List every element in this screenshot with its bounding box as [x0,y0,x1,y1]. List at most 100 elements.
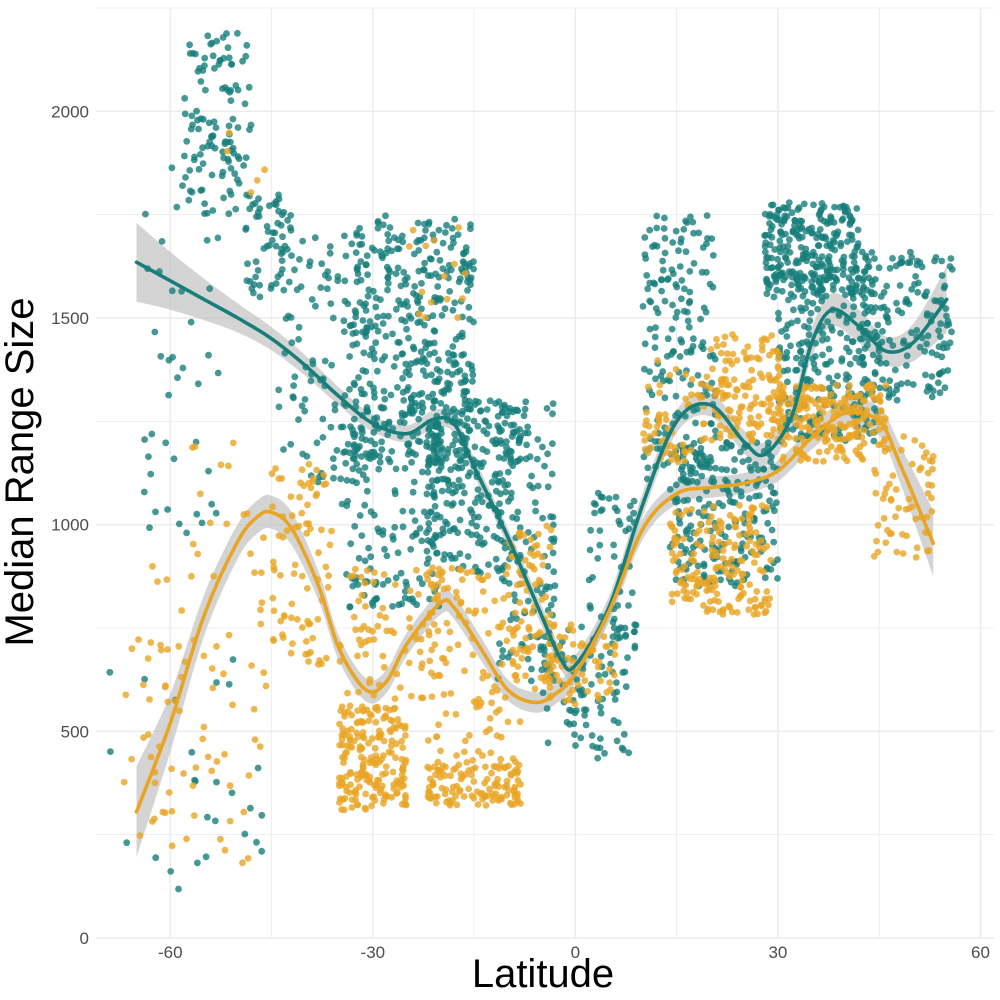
scatter-point-orange [165,789,173,796]
scatter-point-orange [687,595,695,603]
scatter-point-teal [424,468,432,476]
scatter-point-teal [712,464,719,472]
scatter-point-orange [457,598,465,606]
scatter-point-teal [357,386,365,393]
scatter-point-orange [852,433,860,441]
scatter-point-teal [871,369,879,376]
scatter-point-orange [700,420,707,428]
scatter-point-teal [787,342,794,350]
scatter-point-orange [436,672,444,680]
scatter-point-teal [607,660,614,668]
scatter-point-teal [451,299,459,307]
scatter-point-orange [780,383,787,391]
scatter-point-teal [241,100,249,108]
scatter-point-teal [465,262,473,270]
scatter-point-orange [893,548,901,556]
scatter-point-orange [610,671,618,679]
scatter-point-teal [931,257,938,265]
scatter-point-orange [270,563,278,571]
scatter-point-teal [847,218,855,225]
scatter-point-orange [428,669,435,677]
scatter-point-teal [539,689,547,697]
scatter-point-teal [423,490,431,498]
scatter-point-orange [748,504,756,511]
scatter-point-orange [289,640,296,647]
scatter-point-teal [416,575,423,582]
scatter-point-teal [344,440,352,448]
scatter-point-teal [449,343,457,350]
scatter-point-teal [400,268,408,276]
scatter-point-orange [461,667,468,675]
scatter-point-orange [243,510,251,517]
scatter-point-orange [422,242,430,250]
scatter-point-orange [882,381,890,389]
scatter-point-teal [563,718,571,726]
scatter-point-teal [775,315,783,323]
scatter-point-teal [543,705,551,712]
scatter-point-teal [870,437,878,445]
scatter-point-teal [827,358,835,365]
scatter-point-orange [846,393,854,401]
scatter-point-teal [174,374,181,382]
scatter-point-teal [693,457,701,464]
scatter-point-orange [654,357,661,364]
scatter-point-orange [509,646,517,654]
scatter-point-orange [497,733,505,741]
scatter-point-teal [762,248,769,256]
scatter-point-teal [504,481,512,488]
scatter-point-teal [700,560,708,568]
scatter-point-teal [904,379,911,387]
scatter-point-orange [756,566,764,574]
scatter-point-orange [287,493,295,501]
scatter-point-teal [263,223,271,230]
scatter-point-teal [533,586,541,594]
scatter-point-teal [252,273,259,281]
scatter-point-teal [848,278,856,285]
scatter-point-teal [272,280,280,287]
scatter-point-teal [397,301,404,308]
scatter-point-orange [725,602,733,610]
scatter-point-orange [382,793,390,800]
scatter-point-teal [842,291,849,299]
scatter-point-teal [123,839,131,847]
scatter-point-orange [717,349,725,357]
scatter-point-teal [415,236,422,244]
scatter-point-teal [359,317,367,324]
scatter-point-teal [425,220,432,228]
scatter-point-orange [269,558,277,566]
scatter-point-orange [736,501,743,509]
scatter-point-teal [225,210,233,218]
scatter-point-teal [506,447,514,455]
scatter-point-teal [381,353,389,360]
scatter-point-orange [469,757,477,764]
scatter-point-teal [295,336,302,343]
scatter-point-teal [625,749,633,757]
scatter-point-orange [861,397,868,405]
scatter-point-orange [458,576,466,584]
scatter-point-teal [181,152,188,160]
scatter-point-teal [793,354,800,362]
scatter-point-teal [708,235,716,243]
scatter-point-teal [783,333,791,340]
scatter-point-teal [679,463,686,471]
scatter-point-teal [201,62,208,70]
scatter-point-orange [438,576,446,584]
scatter-point-orange [446,628,454,636]
scatter-point-teal [175,885,182,893]
scatter-point-teal [571,709,579,717]
scatter-point-orange [283,527,291,534]
scatter-point-orange [792,414,799,422]
scatter-point-teal [588,732,596,739]
scatter-point-teal [187,318,195,326]
scatter-point-orange [575,681,582,689]
scatter-point-orange [812,457,820,465]
scatter-point-teal [683,219,691,227]
scatter-point-orange [151,779,159,787]
scatter-point-orange [290,570,298,577]
scatter-point-teal [364,292,372,300]
scatter-point-orange [456,788,463,795]
scatter-point-teal [258,847,266,855]
scatter-point-teal [437,400,445,407]
scatter-point-orange [374,622,382,630]
scatter-point-orange [206,519,214,527]
